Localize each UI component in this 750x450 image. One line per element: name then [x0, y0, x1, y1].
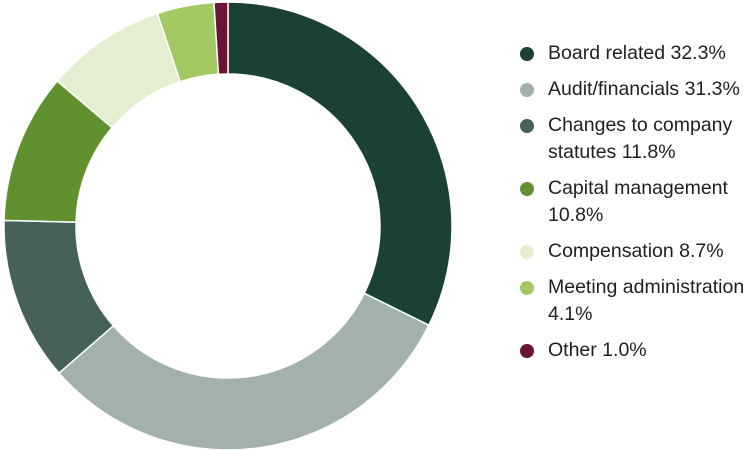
legend-swatch-other	[520, 344, 534, 358]
legend-item-board-related: Board related 32.3%	[520, 40, 748, 67]
legend-label-meeting-administration: Meeting administration 4.1%	[548, 276, 745, 325]
legend-swatch-board-related	[520, 47, 534, 61]
legend-item-company-statutes: Changes to company statutes 11.8%	[520, 112, 748, 166]
legend-swatch-capital-management	[520, 182, 534, 196]
legend-item-capital-management: Capital management 10.8%	[520, 175, 748, 229]
donut-chart	[3, 1, 453, 450]
legend-item-meeting-administration: Meeting administration 4.1%	[520, 274, 748, 328]
legend-swatch-company-statutes	[520, 119, 534, 133]
legend-item-other: Other 1.0%	[520, 337, 748, 364]
chart-legend: Board related 32.3% Audit/financials 31.…	[520, 40, 748, 373]
slice-audit-financials	[57, 292, 430, 450]
legend-label-board-related: Board related 32.3%	[548, 42, 726, 64]
legend-label-other: Other 1.0%	[548, 339, 647, 361]
slice-board-related	[227, 1, 453, 327]
legend-swatch-compensation	[520, 245, 534, 259]
legend-label-audit-financials: Audit/financials 31.3%	[548, 78, 740, 100]
legend-label-capital-management: Capital management 10.8%	[548, 177, 728, 226]
slice-other	[213, 1, 229, 76]
legend-item-compensation: Compensation 8.7%	[520, 238, 748, 265]
legend-label-compensation: Compensation 8.7%	[548, 240, 724, 262]
legend-item-audit-financials: Audit/financials 31.3%	[520, 76, 748, 103]
legend-swatch-audit-financials	[520, 83, 534, 97]
legend-label-company-statutes: Changes to company statutes 11.8%	[548, 114, 733, 163]
legend-swatch-meeting-administration	[520, 281, 534, 295]
